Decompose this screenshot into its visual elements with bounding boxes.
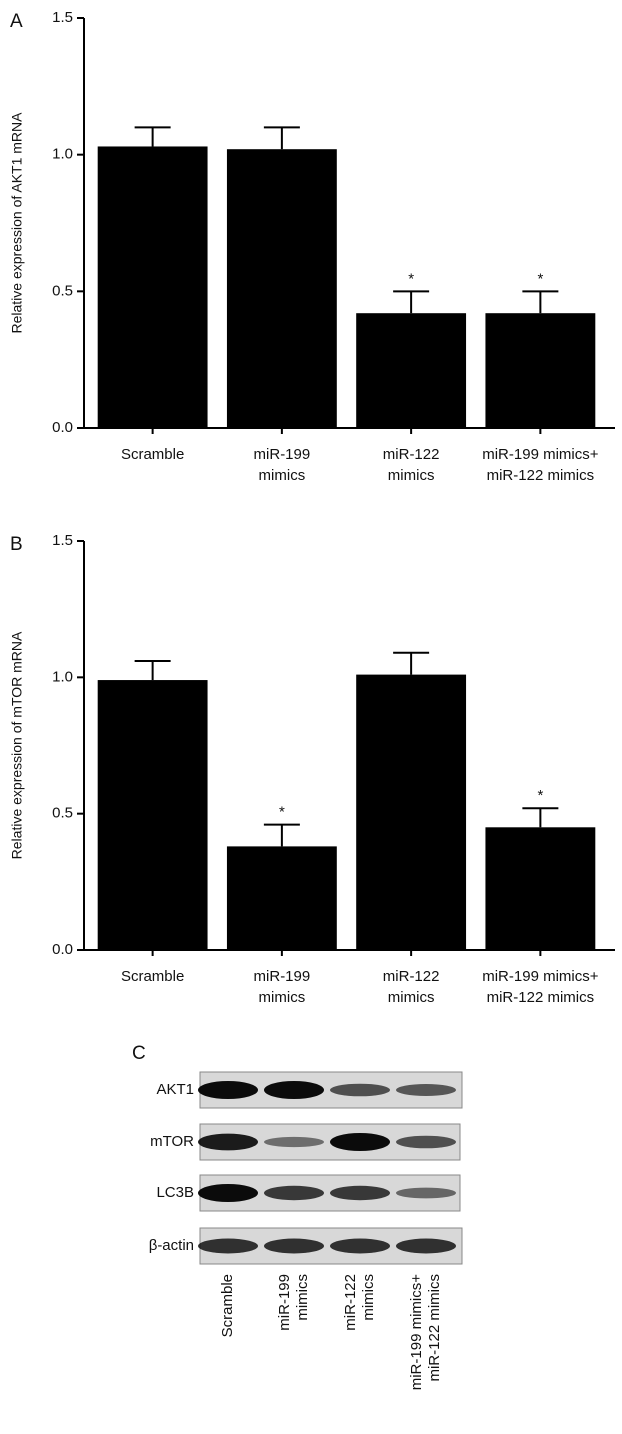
blot-lane-label: miR-122 <box>342 1274 359 1331</box>
bar <box>356 675 466 950</box>
x-tick-label: mimics <box>388 467 435 484</box>
x-tick-label: miR-199 <box>254 968 311 985</box>
significance-mark: * <box>279 804 285 821</box>
blot-lane-label: Scramble <box>219 1274 236 1337</box>
blot-band <box>264 1239 324 1254</box>
x-tick-label: miR-199 <box>254 446 311 463</box>
blot-row-label: β-actin <box>149 1237 194 1254</box>
error-bar <box>522 291 558 313</box>
y-axis-title: Relative expression of AKT1 mRNA <box>9 112 25 334</box>
bar <box>356 313 466 428</box>
blot-lane-label: mimics <box>360 1274 377 1321</box>
error-bar <box>264 825 300 847</box>
bar <box>485 313 595 428</box>
error-bar <box>264 127 300 149</box>
error-bar <box>522 808 558 827</box>
y-axis-title: Relative expression of mTOR mRNA <box>9 631 25 859</box>
significance-mark: * <box>537 787 543 804</box>
significance-mark: * <box>408 270 414 287</box>
blot-band <box>198 1239 258 1254</box>
blot-band <box>396 1188 456 1199</box>
blot-row-label: AKT1 <box>156 1081 194 1098</box>
bar <box>98 680 208 950</box>
blot-band <box>396 1239 456 1254</box>
y-tick-label: 1.5 <box>52 9 73 26</box>
x-tick-label: miR-122 <box>383 446 440 463</box>
blot-row-label: LC3B <box>156 1184 194 1201</box>
page: {"chart_data": [ {"type": "bar", "panel_… <box>0 0 622 1434</box>
y-tick-label: 0.5 <box>52 282 73 299</box>
y-tick-label: 1.0 <box>52 146 73 163</box>
bar <box>227 846 337 950</box>
panel-label: A <box>10 11 23 32</box>
y-tick-label: 0.0 <box>52 419 73 436</box>
y-tick-label: 1.0 <box>52 668 73 685</box>
significance-mark: * <box>537 270 543 287</box>
blot-band <box>330 1239 390 1254</box>
panel-label: B <box>10 534 23 555</box>
x-tick-label: miR-122 <box>383 968 440 985</box>
blot-lane-label: miR-199 <box>276 1274 293 1331</box>
error-bar <box>135 661 171 680</box>
x-tick-label: miR-122 mimics <box>487 989 595 1006</box>
error-bar <box>135 127 171 146</box>
bar <box>485 827 595 950</box>
error-bar <box>393 291 429 313</box>
y-tick-label: 1.5 <box>52 532 73 549</box>
bar <box>98 146 208 428</box>
y-tick-label: 0.5 <box>52 805 73 822</box>
blot-band <box>330 1133 390 1151</box>
x-tick-label: mimics <box>259 989 306 1006</box>
x-tick-label: miR-199 mimics+ <box>482 968 599 985</box>
x-tick-label: mimics <box>388 989 435 1006</box>
blot-band <box>396 1084 456 1096</box>
blot-band <box>264 1137 324 1147</box>
blot-band <box>264 1186 324 1200</box>
blot-band <box>198 1134 258 1151</box>
x-tick-label: mimics <box>259 467 306 484</box>
figure: A Relative expression of AKT1 mRNA 0.0 0.5 1… <box>0 0 622 1434</box>
bar <box>227 149 337 428</box>
blot-band <box>198 1184 258 1202</box>
blot-band <box>264 1081 324 1099</box>
blot-lane-label: miR-122 mimics <box>426 1274 443 1382</box>
x-tick-label: miR-122 mimics <box>487 467 595 484</box>
x-tick-label: Scramble <box>121 968 184 985</box>
blot-lane-label: miR-199 mimics+ <box>408 1274 425 1391</box>
panel-label: C <box>132 1043 146 1064</box>
error-bar <box>393 653 429 675</box>
blot-band <box>198 1081 258 1099</box>
blot-band <box>396 1136 456 1149</box>
blot-lane-label: mimics <box>294 1274 311 1321</box>
blot-band <box>330 1186 390 1200</box>
x-tick-label: miR-199 mimics+ <box>482 446 599 463</box>
blot-band <box>330 1084 390 1097</box>
blot-row-label: mTOR <box>150 1133 194 1150</box>
y-tick-label: 0.0 <box>52 941 73 958</box>
x-tick-label: Scramble <box>121 446 184 463</box>
